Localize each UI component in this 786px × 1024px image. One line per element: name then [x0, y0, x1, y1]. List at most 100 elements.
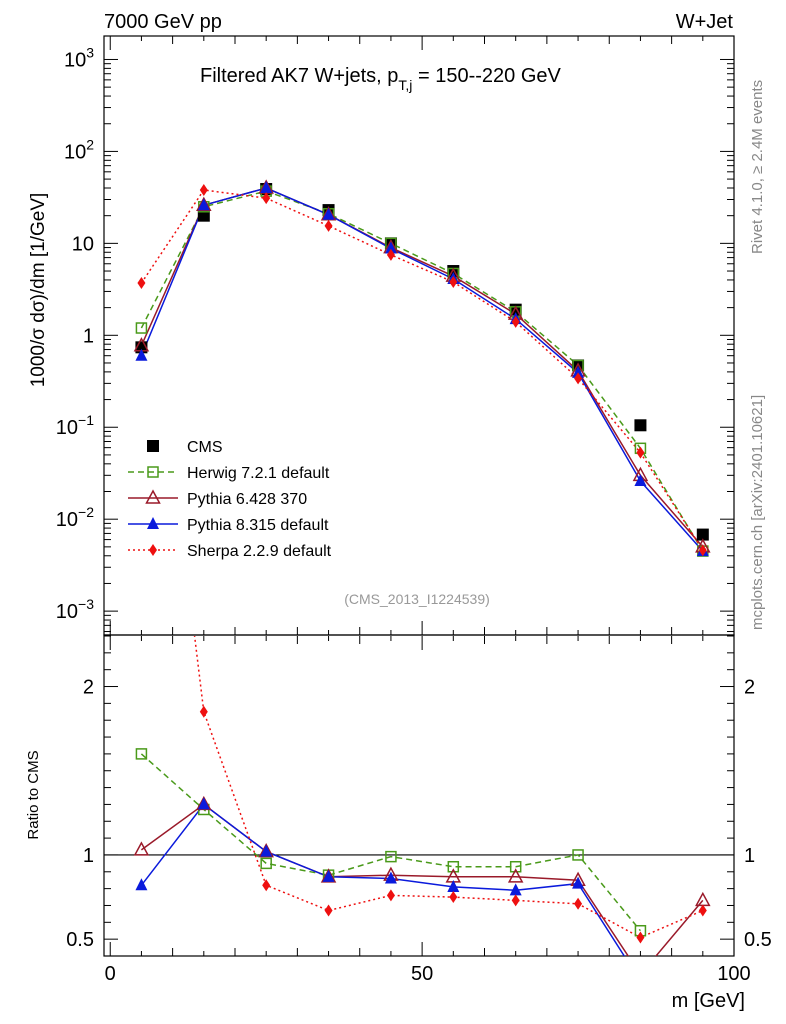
ratio-line-herwig-7-2-1-default: [140, 753, 641, 932]
main-point-sherpa-2-2-9-default: [574, 372, 583, 385]
main-point-sherpa-2-2-9-default: [262, 192, 271, 205]
main-series-group: [133, 179, 711, 557]
main-point-sherpa-2-2-9-default: [137, 277, 146, 290]
legend-marker: [147, 440, 159, 452]
y-tick-label-main: 10: [72, 233, 94, 255]
ratio-point-pythia-6-428-370: [634, 968, 647, 980]
legend-marker: [147, 466, 159, 478]
main-point-pythia-8-315-default: [135, 348, 148, 361]
ratio-point-pythia-8-315-default: [135, 878, 148, 891]
y-tick-label-ratio: 1: [83, 845, 94, 867]
legend-entry-cms: CMS: [147, 439, 223, 456]
legend-marker: [149, 544, 157, 556]
ratio-point-pythia-8-315-default: [572, 876, 585, 889]
main-point-pythia-8-315-default: [322, 207, 335, 220]
main-point-pythia-8-315-default: [384, 241, 397, 254]
process-label: W+Jet: [676, 11, 734, 33]
main-y-axis-label: 1000/σ dσ)/dm [1/GeV]: [28, 193, 49, 388]
legend-entry-pythia-8-315-default: Pythia 8.315 default: [128, 517, 329, 534]
y-tick-label-ratio-right: 0.5: [744, 929, 772, 951]
legend-marker: [147, 517, 159, 529]
ratio-point-herwig-7-2-1-default: [509, 860, 522, 873]
main-point-pythia-8-315-default: [260, 181, 273, 194]
ratio-point-pythia-8-315-default: [260, 844, 273, 857]
main-line-herwig-7-2-1-default: [140, 190, 704, 552]
ratio-point-sherpa-2-2-9-default: [324, 904, 333, 917]
y-tick-label-ratio: 0.5: [66, 929, 94, 951]
mcplots-label: mcplots.cern.ch [arXiv:2401.10621]: [749, 395, 766, 630]
main-point-sherpa-2-2-9-default: [449, 275, 458, 288]
legend-entry-sherpa-2-2-9-default: Sherpa 2.2.9 default: [128, 543, 332, 560]
ratio-point-sherpa-2-2-9-default: [137, 192, 145, 204]
ratio-point-sherpa-2-2-9-default: [574, 897, 583, 910]
legend-label: Herwig 7.2.1 default: [187, 465, 330, 482]
y-tick-label-ratio-right: 2: [744, 677, 755, 699]
legend-label: Pythia 8.315 default: [187, 517, 329, 534]
y-tick-label-main: 1: [83, 325, 94, 347]
legend-marker: [145, 489, 161, 504]
main-line-pythia-8-315-default: [140, 187, 704, 552]
legend-label: CMS: [187, 439, 223, 456]
main-point-pythia-8-315-default: [197, 198, 210, 211]
legend-entry-pythia-6-428-370: Pythia 6.428 370: [128, 489, 307, 508]
ratio-point-pythia-6-428-370: [507, 868, 524, 883]
plot-title-prefix: Filtered AK7 W+jets, p: [200, 65, 398, 87]
y-tick-label-ratio-right: 1: [744, 845, 755, 867]
ratio-point-sherpa-2-2-9-default: [636, 931, 645, 944]
legend-entry-herwig-7-2-1-default: Herwig 7.2.1 default: [128, 465, 330, 482]
ratio-point-sherpa-2-2-9-default: [449, 891, 458, 904]
x-axis-ticks: 0 50 100: [105, 36, 751, 985]
ratio-series-group: [133, 192, 711, 986]
ratio-point-herwig-7-2-1-default: [260, 857, 272, 870]
ratio-line-sherpa-2-2-9-default: [193, 636, 704, 939]
ratio-point-sherpa-2-2-9-default: [262, 879, 271, 892]
ratio-y-axis-label: Ratio to CMS: [25, 750, 42, 839]
legend-label: Sherpa 2.2.9 default: [187, 543, 332, 560]
main-axis-ticks: 10−3 10−2 10−1 1 10 102 103: [56, 44, 734, 633]
ratio-point-sherpa-2-2-9-default: [386, 889, 395, 902]
y-tick-label-ratio: 2: [83, 677, 94, 699]
ratio-axis-ticks: 0.5 0.5 1 1 2 2: [66, 635, 772, 957]
ratio-point-pythia-8-315-default: [197, 797, 210, 810]
ratio-point-herwig-7-2-1-default: [135, 748, 148, 760]
y-tick-label-main: 10−1: [56, 412, 94, 439]
analysis-id: (CMS_2013_I1224539): [344, 591, 490, 607]
ratio-point-pythia-6-428-370: [133, 841, 150, 856]
x-axis-label: m [GeV]: [672, 990, 745, 1012]
main-point-pythia-8-315-default: [634, 474, 647, 487]
main-point-cms: [197, 209, 210, 222]
main-point-sherpa-2-2-9-default: [386, 248, 395, 261]
main-point-cms: [634, 419, 647, 432]
ratio-panel-frame: [103, 634, 735, 957]
y-tick-label-main: 102: [64, 136, 94, 163]
y-tick-label-main: 10−2: [56, 504, 94, 531]
main-point-herwig-7-2-1-default: [135, 322, 148, 334]
main-point-sherpa-2-2-9-default: [511, 315, 520, 328]
ratio-point-herwig-7-2-1-default: [572, 849, 584, 861]
main-point-sherpa-2-2-9-default: [636, 446, 645, 459]
plot-title-subscript: T,j: [398, 77, 412, 93]
ratio-point-pythia-6-428-370: [695, 891, 711, 907]
legend-label: Pythia 6.428 370: [187, 491, 307, 508]
ratio-point-sherpa-2-2-9-default: [511, 894, 520, 907]
x-tick-label: 0: [105, 963, 116, 985]
y-tick-label-main: 103: [64, 44, 94, 71]
plot-title-suffix: = 150--220 GeV: [412, 65, 561, 87]
ratio-point-herwig-7-2-1-default: [385, 850, 397, 863]
main-point-sherpa-2-2-9-default: [698, 544, 707, 557]
plot-title: Filtered AK7 W+jets, pT,j = 150--220 GeV: [200, 65, 562, 93]
legend: CMS Herwig 7.2.1 default Pythia 6.428 370 P…: [128, 439, 332, 560]
ratio-point-sherpa-2-2-9-default: [199, 705, 208, 718]
ratio-point-pythia-8-315-default: [634, 974, 646, 986]
ratio-point-pythia-8-315-default: [384, 871, 397, 884]
y-tick-label-main: 10−3: [56, 596, 94, 623]
ratio-point-pythia-8-315-default: [447, 879, 460, 892]
main-point-sherpa-2-2-9-default: [324, 219, 333, 232]
ratio-point-sherpa-2-2-9-default: [698, 904, 707, 917]
main-point-pythia-8-315-default: [572, 365, 585, 378]
main-point-cms: [696, 528, 709, 541]
energy-label: 7000 GeV pp: [104, 11, 222, 33]
ratio-point-pythia-8-315-default: [322, 869, 335, 882]
x-tick-label: 100: [717, 963, 750, 985]
